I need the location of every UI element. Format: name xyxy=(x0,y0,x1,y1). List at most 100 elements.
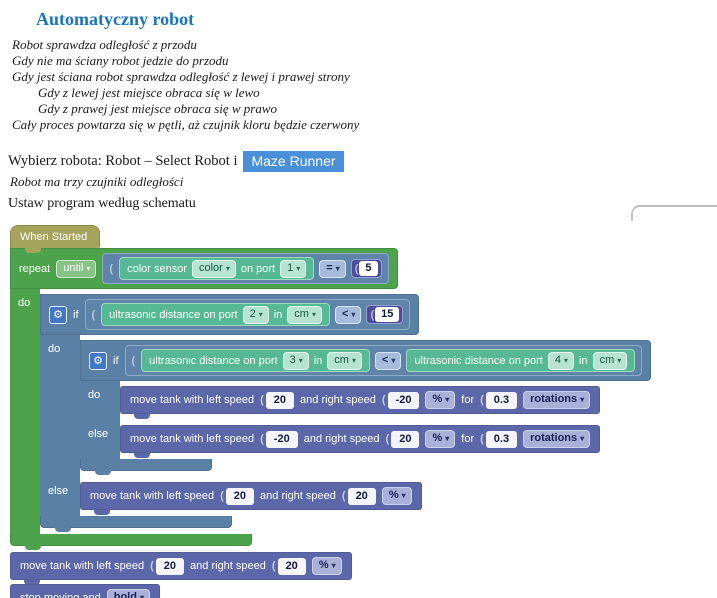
robot-note: Robot ma trzy czujniki odległości xyxy=(10,174,184,189)
chevron-down-icon: ▾ xyxy=(331,561,336,570)
color-mode-dropdown[interactable]: color ▾ xyxy=(192,259,236,278)
left-speed-field[interactable]: 20 xyxy=(225,487,255,505)
robot-name-badge: Maze Runner xyxy=(243,150,344,172)
for-label: for xyxy=(461,433,475,445)
gear-icon[interactable]: ⚙ xyxy=(49,305,67,324)
right-speed-field[interactable]: 20 xyxy=(347,487,376,505)
left-speed-field[interactable]: 20 xyxy=(155,557,185,575)
color-sensor-label: color sensor xyxy=(127,262,187,275)
move-tank-block-1[interactable]: move tank with left speed 20 and right s… xyxy=(120,386,601,419)
ultrasonic-label: ultrasonic distance on port xyxy=(149,354,278,367)
repeat-until-block[interactable]: repeat until ▾ color sensor color ▾ on p… xyxy=(10,248,652,550)
do-label: do xyxy=(88,389,101,401)
stop-moving-block[interactable]: stop moving and hold ▾ xyxy=(10,584,160,598)
intro-line: Gdy nie ma ściany robot jedzie do przodu xyxy=(12,53,229,68)
chevron-down-icon: ▾ xyxy=(335,263,340,273)
unit-value: % xyxy=(388,489,399,501)
number-block-distance-threshold[interactable]: 15 xyxy=(366,305,404,324)
number-field[interactable]: 15 xyxy=(375,307,400,322)
duration-field[interactable]: 0.3 xyxy=(485,391,518,409)
operator-value: < xyxy=(381,353,389,366)
speed-unit-dropdown[interactable]: % ▾ xyxy=(425,430,456,448)
chevron-down-icon: ▾ xyxy=(445,395,450,404)
speed-unit-dropdown[interactable]: % ▾ xyxy=(311,557,342,575)
move-mid-label: and right speed xyxy=(260,490,336,502)
ultrasonic-port-dropdown[interactable]: 4 ▾ xyxy=(547,351,574,370)
color-sensor-block[interactable]: color sensor color ▾ on port 1 ▾ xyxy=(119,257,315,280)
unit-dropdown[interactable]: cm ▾ xyxy=(287,305,322,324)
inner-if-foot xyxy=(80,459,212,475)
chevron-down-icon: ▾ xyxy=(225,263,230,273)
color-port-dropdown[interactable]: 1 ▾ xyxy=(280,259,307,278)
repeat-label: repeat xyxy=(19,262,51,275)
repeat-mode-dropdown[interactable]: until ▾ xyxy=(56,259,97,278)
page-corner-decoration xyxy=(631,205,717,221)
number-field[interactable]: 5 xyxy=(359,261,378,276)
if-label: if xyxy=(73,308,79,321)
ultrasonic-port-dropdown[interactable]: 3 ▾ xyxy=(282,351,309,370)
move-prefix-label: move tank with left speed xyxy=(130,433,255,445)
inner-if-condition-block[interactable]: ultrasonic distance on port 3 ▾ in xyxy=(124,345,643,376)
chevron-down-icon: ▾ xyxy=(139,593,144,598)
left-speed-field[interactable]: -20 xyxy=(265,430,298,448)
ultrasonic-sensor-block-port3[interactable]: ultrasonic distance on port 3 ▾ in xyxy=(141,349,370,372)
move-tank-block-2[interactable]: move tank with left speed -20 and right … xyxy=(120,425,601,458)
move-tank-block-3[interactable]: move tank with left speed 20 and right s… xyxy=(80,482,422,515)
select-robot-text: Wybierz robota: Robot – Select Robot i xyxy=(8,152,238,169)
outer-if-block[interactable]: ⚙ if ultrasonic distance on port 2 ▾ in xyxy=(40,294,652,532)
move-prefix-label: move tank with left speed xyxy=(130,394,255,406)
duration-unit-value: rotations xyxy=(530,432,578,444)
when-started-block[interactable]: When Started xyxy=(10,225,101,253)
unit-dropdown[interactable]: cm ▾ xyxy=(327,351,362,370)
move-tank-block-4[interactable]: move tank with left speed 20 and right s… xyxy=(10,552,352,585)
ultrasonic-label: ultrasonic distance on port xyxy=(414,354,543,367)
repeat-condition-block[interactable]: color sensor color ▾ on port 1 ▾ = xyxy=(102,253,389,284)
outer-if-condition-block[interactable]: ultrasonic distance on port 2 ▾ in cm ▾ xyxy=(84,299,411,330)
color-mode-value: color xyxy=(199,261,223,274)
ultrasonic-sensor-block-port2[interactable]: ultrasonic distance on port 2 ▾ in cm ▾ xyxy=(101,303,330,326)
for-label: for xyxy=(461,394,475,406)
duration-unit-dropdown[interactable]: rotations ▾ xyxy=(523,391,591,409)
on-port-label: on port xyxy=(240,262,276,275)
duration-field[interactable]: 0.3 xyxy=(485,430,518,448)
color-port-value: 1 xyxy=(287,261,294,274)
gear-icon[interactable]: ⚙ xyxy=(89,351,107,370)
unit-value: cm xyxy=(294,307,309,320)
left-speed-field[interactable]: 20 xyxy=(265,391,295,409)
chevron-down-icon: ▾ xyxy=(563,355,568,365)
move-mid-label: and right speed xyxy=(303,433,380,445)
port-value: 2 xyxy=(249,307,256,320)
right-speed-field[interactable]: 20 xyxy=(391,430,420,448)
chevron-down-icon: ▾ xyxy=(311,309,316,319)
intro-line: Gdy z prawej jest miejsce obraca się w p… xyxy=(38,101,278,116)
ultrasonic-port-dropdown[interactable]: 2 ▾ xyxy=(242,305,269,324)
chevron-down-icon: ▾ xyxy=(580,395,585,404)
right-speed-field[interactable]: -20 xyxy=(387,391,420,409)
chevron-down-icon: ▾ xyxy=(580,434,585,443)
duration-unit-dropdown[interactable]: rotations ▾ xyxy=(523,430,591,448)
ultrasonic-sensor-block-port4[interactable]: ultrasonic distance on port 4 ▾ in xyxy=(406,349,636,372)
chevron-down-icon: ▾ xyxy=(258,309,263,319)
less-than-operator-dropdown[interactable]: < ▾ xyxy=(374,351,402,370)
stop-mode-dropdown[interactable]: hold ▾ xyxy=(106,589,150,598)
inner-if-block[interactable]: ⚙ if ultrasonic distance on port 3 xyxy=(80,340,652,475)
select-robot-row: Wybierz robota: Robot – Select Robot i M… xyxy=(8,149,717,173)
speed-unit-dropdown[interactable]: % ▾ xyxy=(381,487,412,505)
when-started-label: When Started xyxy=(20,231,88,243)
chevron-down-icon: ▾ xyxy=(351,309,356,319)
equals-operator-dropdown[interactable]: = ▾ xyxy=(319,259,346,278)
move-mid-label: and right speed xyxy=(300,394,376,406)
do-label: do xyxy=(18,297,31,309)
ultrasonic-label: ultrasonic distance on port xyxy=(109,308,238,321)
number-block-color-target[interactable]: 5 xyxy=(350,259,382,278)
chevron-down-icon: ▾ xyxy=(86,263,91,273)
page-title: Automatyczny robot xyxy=(36,9,195,29)
if-label: if xyxy=(113,354,119,367)
less-than-operator-dropdown[interactable]: < ▾ xyxy=(334,305,362,324)
unit-value: cm xyxy=(599,353,615,366)
unit-dropdown[interactable]: cm ▾ xyxy=(592,351,628,370)
unit-value: % xyxy=(432,393,443,405)
speed-unit-dropdown[interactable]: % ▾ xyxy=(425,391,456,409)
right-speed-field[interactable]: 20 xyxy=(277,557,306,575)
